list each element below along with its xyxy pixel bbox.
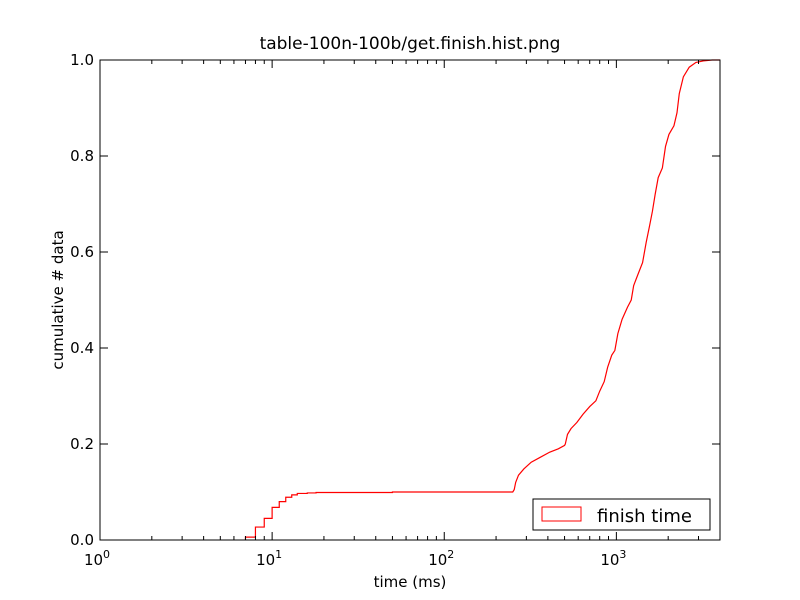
x-axis-ticks: 100 101 102 103: [84, 60, 721, 569]
x-tick-label-exponent: 0: [103, 548, 110, 561]
x-tick-label: 102: [428, 548, 454, 569]
y-tick-label: 0.0: [70, 531, 94, 549]
x-tick-label-exponent: 1: [275, 548, 282, 561]
x-tick-label-base: 10: [428, 551, 447, 569]
chart-title: table-100n-100b/get.finish.hist.png: [260, 34, 561, 54]
x-tick-label: 100: [84, 548, 110, 569]
legend: finish time: [532, 498, 711, 531]
x-tick-label-base: 10: [84, 551, 103, 569]
x-tick-label-exponent: 2: [447, 548, 454, 561]
y-tick-label: 0.6: [70, 243, 94, 261]
x-tick-label-base: 10: [600, 551, 619, 569]
x-tick-label: 101: [256, 548, 282, 569]
y-axis-ticks: 0.0 0.2 0.4 0.6 0.8 1.0: [70, 51, 720, 549]
plot-background: [100, 60, 720, 540]
x-tick-label-exponent: 3: [619, 548, 626, 561]
y-tick-label: 0.2: [70, 435, 94, 453]
y-tick-label: 1.0: [70, 51, 94, 69]
x-tick-label: 103: [600, 548, 626, 569]
x-tick-label-base: 10: [256, 551, 275, 569]
legend-swatch-finish-time: [541, 506, 582, 522]
y-tick-label: 0.4: [70, 339, 94, 357]
y-tick-label: 0.8: [70, 147, 94, 165]
series-line-finish-time: [244, 59, 720, 540]
plot-area: [99, 59, 721, 541]
plot-frame: [99, 59, 721, 541]
legend-label-finish-time: finish time: [597, 506, 692, 527]
y-axis-label: cumulative # data: [49, 230, 67, 369]
x-axis-label: time (ms): [374, 573, 447, 591]
